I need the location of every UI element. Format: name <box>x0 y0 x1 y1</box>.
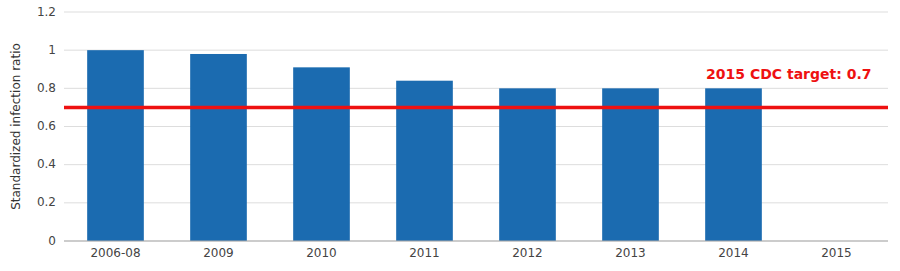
y-tick-label: 1.2 <box>37 5 56 19</box>
y-tick-label: 0.4 <box>37 157 56 171</box>
y-tick-label: 0.2 <box>37 195 56 209</box>
grid-line <box>64 164 888 165</box>
x-tick-label: 2015 <box>821 246 852 260</box>
target-label: 2015 CDC target: 0.7 <box>706 66 871 82</box>
target-group <box>64 107 888 108</box>
grid-line <box>64 50 888 51</box>
x-tick-label: 2010 <box>306 246 337 260</box>
x-tick-label: 2009 <box>203 246 234 260</box>
y-tick-label: 1 <box>48 43 56 57</box>
x-tick-label: 2012 <box>512 246 543 260</box>
grid-line <box>64 202 888 203</box>
grid-line <box>64 88 888 89</box>
bar <box>705 88 762 241</box>
bar <box>602 88 659 241</box>
x-tick-label: 2011 <box>409 246 440 260</box>
y-tick-label: 0.6 <box>37 119 56 133</box>
y-tick-label: 0 <box>48 234 56 248</box>
bar <box>396 81 453 241</box>
y-grid <box>64 12 888 241</box>
target-line <box>64 106 888 110</box>
grid-line <box>64 12 888 13</box>
bar <box>190 54 247 241</box>
bar <box>499 88 556 241</box>
chart: 0 0.2 0.4 0.6 0.8 1 1.2 Standardized infection … <box>0 0 900 271</box>
bar <box>293 67 350 241</box>
y-axis-label: Standardized infection ratio <box>9 43 23 210</box>
x-tick-label: 2013 <box>615 246 646 260</box>
y-ticks: 0 0.2 0.4 0.6 0.8 1 1.2 <box>37 5 56 248</box>
bars <box>87 50 762 241</box>
bar <box>87 50 144 241</box>
grid-line <box>64 241 888 242</box>
x-axis-line <box>64 241 888 242</box>
x-tick-label: 2006-08 <box>90 246 140 260</box>
y-tick-label: 0.8 <box>37 81 56 95</box>
x-ticks: 2006-08 2009 2010 2011 2012 2013 2014 2015 <box>90 246 851 260</box>
x-tick-label: 2014 <box>718 246 749 260</box>
grid-line <box>64 126 888 127</box>
